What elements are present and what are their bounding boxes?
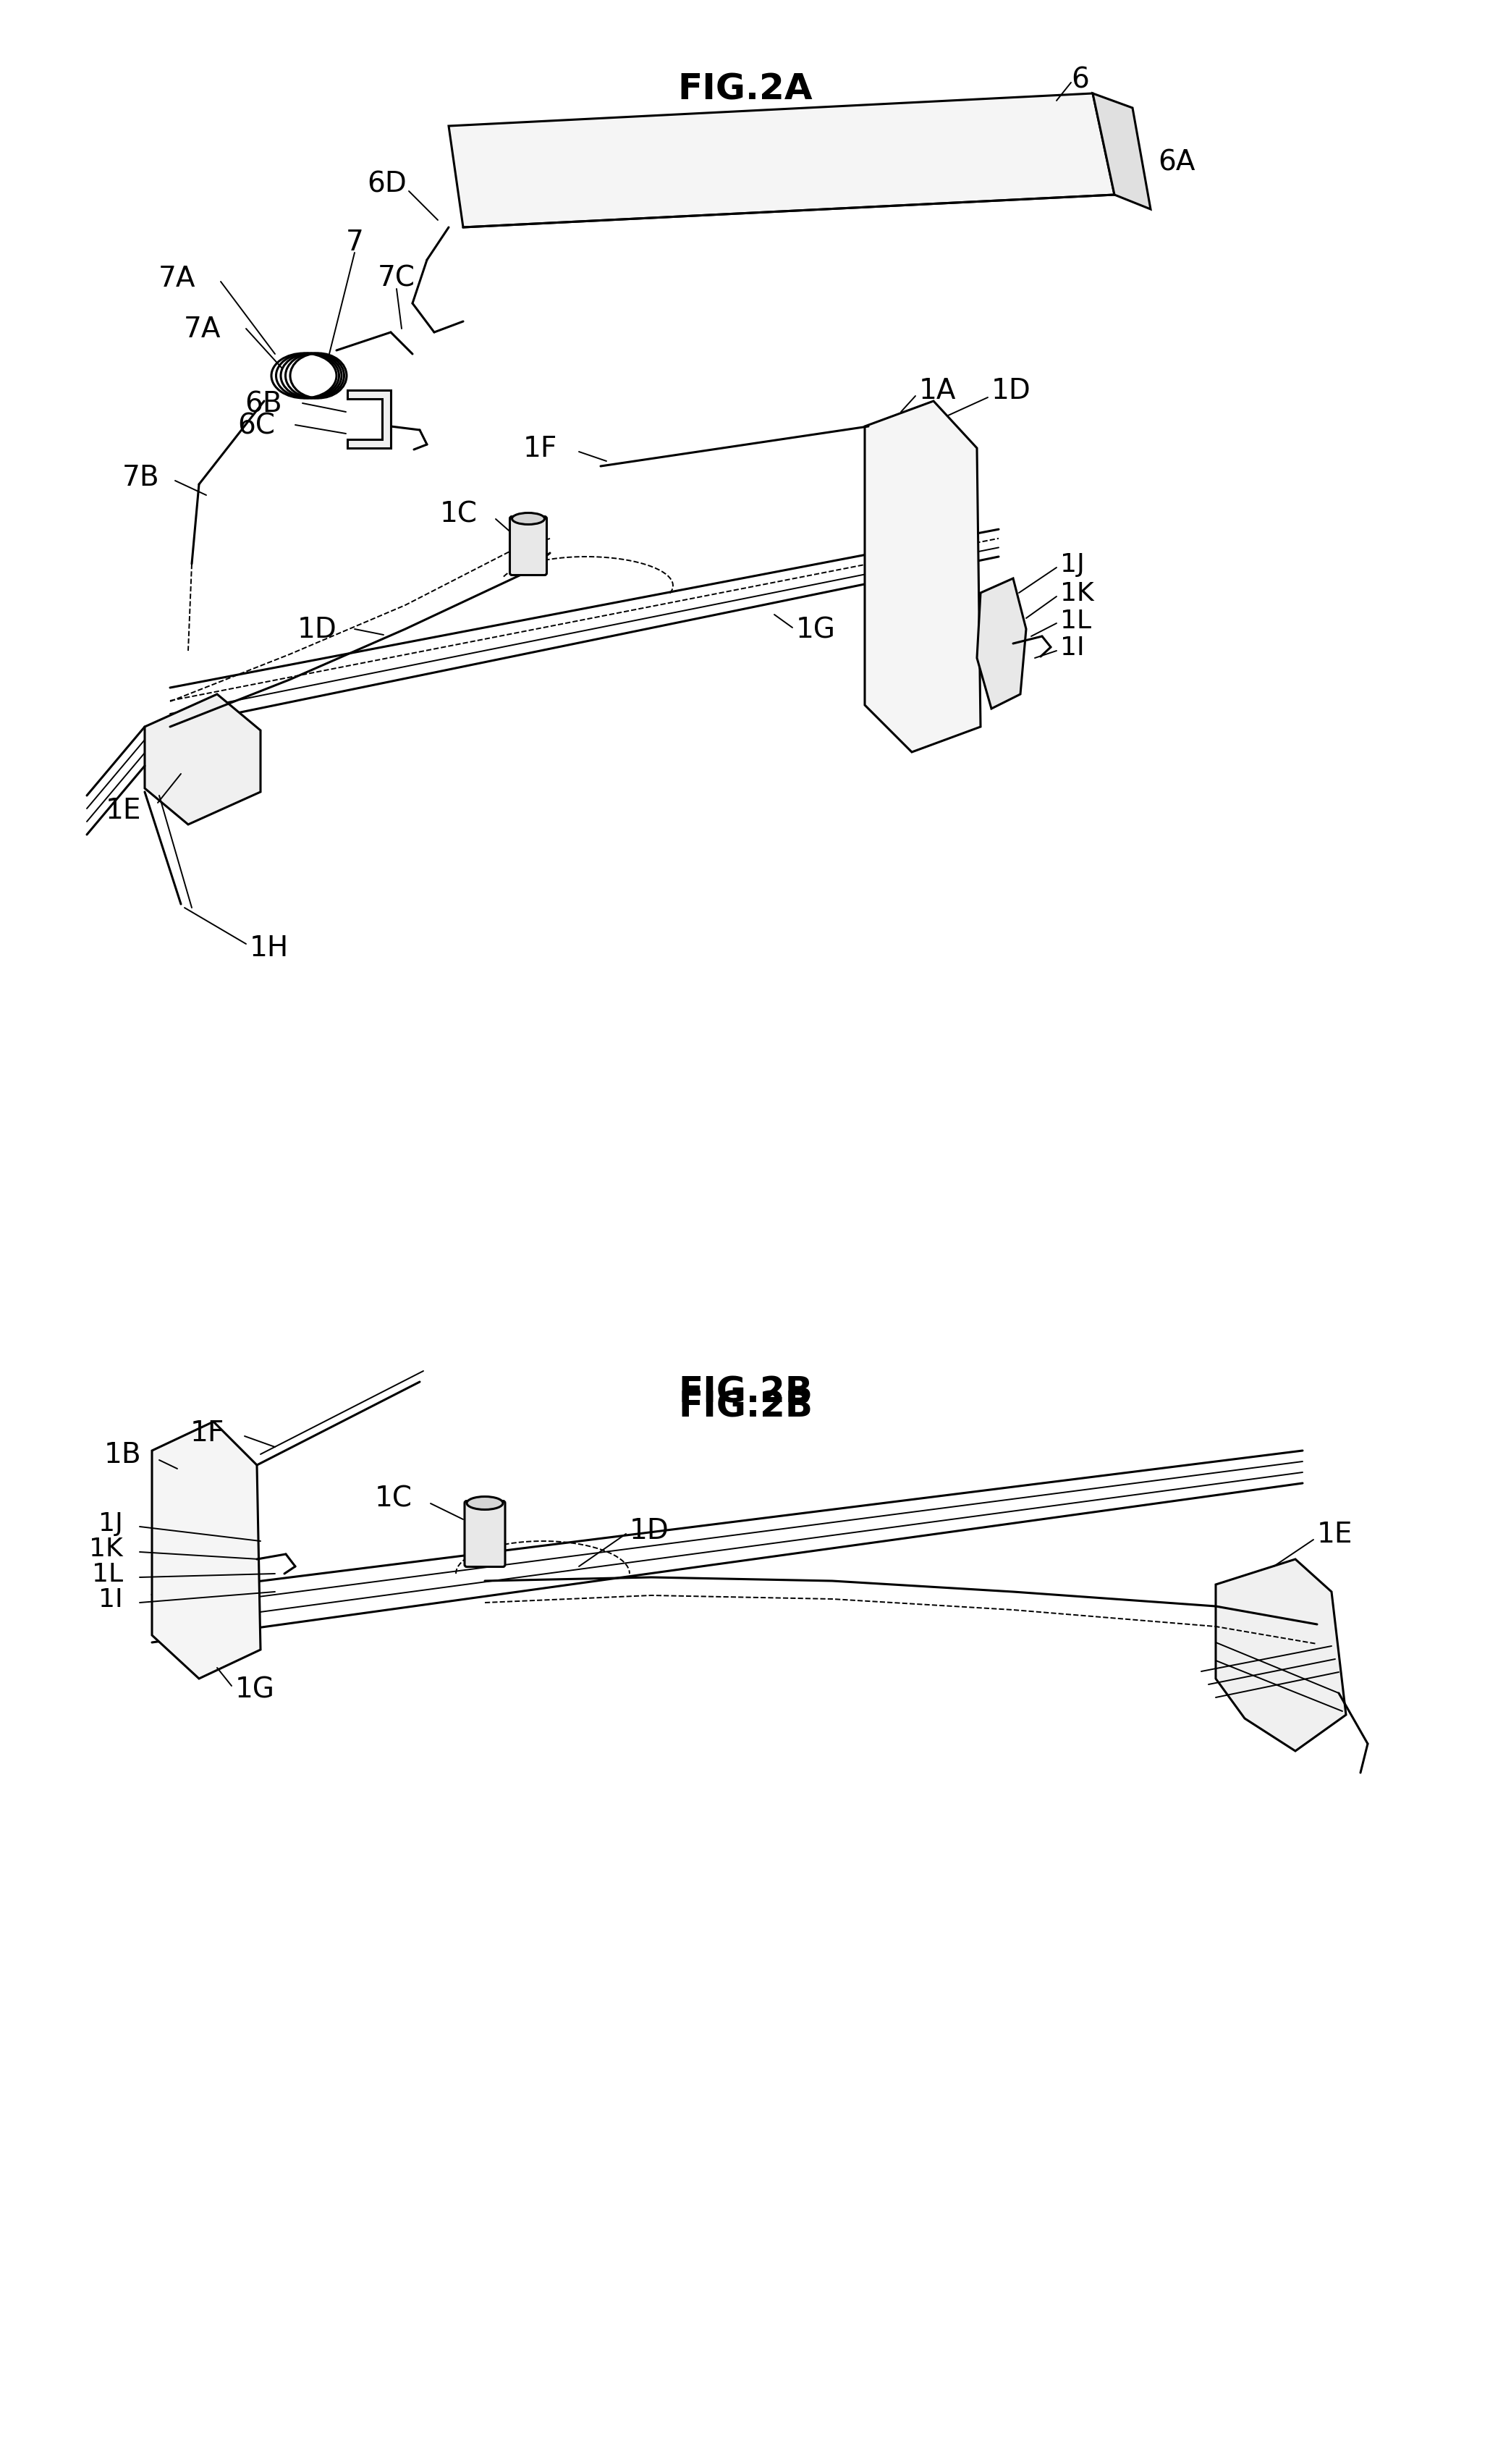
Text: 1D: 1D — [297, 616, 337, 643]
Text: 1H: 1H — [250, 934, 289, 961]
Polygon shape — [977, 579, 1027, 710]
Text: FIG.2A: FIG.2A — [678, 71, 814, 106]
Ellipse shape — [513, 513, 544, 525]
Text: 1E: 1E — [1317, 1520, 1353, 1547]
Text: 7: 7 — [346, 229, 364, 256]
Text: 6D: 6D — [368, 170, 407, 197]
Text: 6: 6 — [1071, 67, 1089, 94]
Text: 1A: 1A — [919, 377, 957, 404]
Text: 1L: 1L — [1061, 609, 1091, 633]
Text: 7B: 7B — [122, 463, 159, 490]
Text: 1C: 1C — [375, 1483, 413, 1513]
FancyBboxPatch shape — [510, 517, 547, 577]
Text: 1D: 1D — [991, 377, 1031, 404]
Text: 6A: 6A — [1158, 148, 1195, 177]
Text: 6C: 6C — [237, 411, 276, 439]
Polygon shape — [1092, 94, 1150, 209]
Text: 1D: 1D — [630, 1518, 669, 1545]
Text: 1G: 1G — [796, 616, 836, 643]
Text: 1K: 1K — [1061, 582, 1094, 606]
Text: 1F: 1F — [191, 1419, 225, 1446]
Polygon shape — [152, 1422, 261, 1678]
Polygon shape — [347, 392, 390, 448]
Text: 1I: 1I — [98, 1587, 124, 1611]
Ellipse shape — [466, 1496, 504, 1510]
Text: 1I: 1I — [1061, 636, 1085, 660]
Text: 6B: 6B — [244, 389, 282, 416]
Text: 1B: 1B — [104, 1441, 142, 1469]
Text: 7C: 7C — [378, 264, 416, 293]
Text: 1K: 1K — [89, 1535, 124, 1560]
FancyBboxPatch shape — [465, 1501, 505, 1567]
Text: 1F: 1F — [523, 436, 557, 463]
Text: 1C: 1C — [440, 500, 478, 527]
Text: 1J: 1J — [98, 1510, 124, 1535]
Text: 7A: 7A — [158, 264, 195, 293]
Polygon shape — [1216, 1560, 1345, 1752]
Polygon shape — [864, 402, 980, 752]
Text: FIG.2B: FIG.2B — [678, 1390, 812, 1424]
Polygon shape — [145, 695, 261, 825]
Text: 1G: 1G — [235, 1676, 276, 1703]
Text: 7A: 7A — [183, 315, 221, 342]
Text: 1E: 1E — [106, 796, 142, 825]
Text: 1J: 1J — [1061, 552, 1085, 577]
Polygon shape — [448, 94, 1115, 229]
Text: FIG.2B: FIG.2B — [678, 1375, 812, 1409]
Text: 1L: 1L — [92, 1562, 124, 1587]
